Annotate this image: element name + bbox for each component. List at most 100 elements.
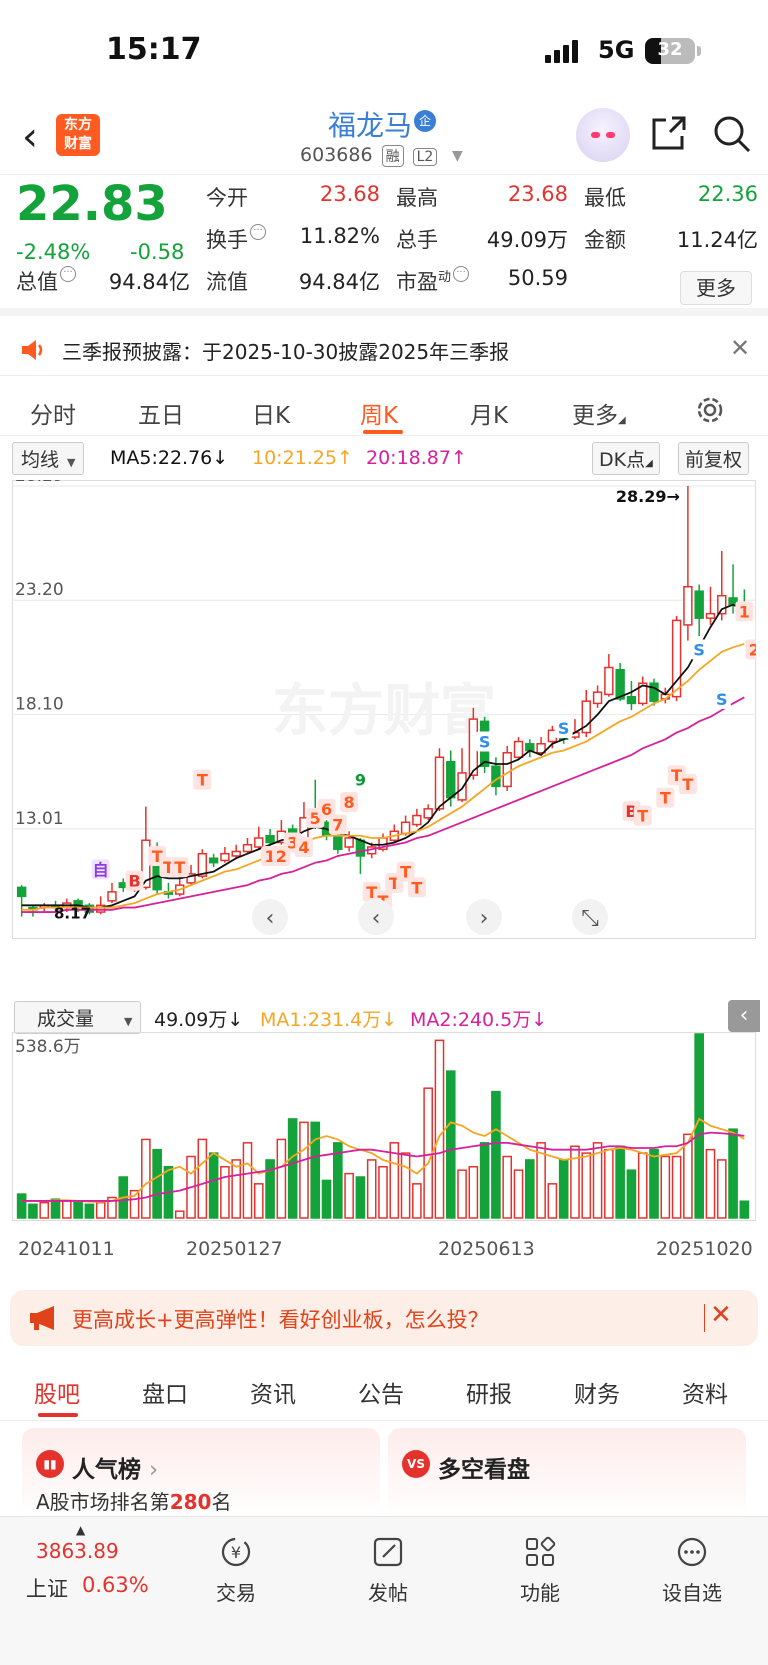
signal-marker-bg (656, 787, 675, 808)
index-value[interactable]: 3863.89 (36, 1539, 119, 1563)
signal-marker: 6 (317, 798, 336, 819)
x-axis-label: 20250613 (438, 1238, 535, 1260)
candle (525, 743, 535, 752)
signal-marker-label: 5 (310, 809, 321, 828)
chart-nav-button[interactable]: › (466, 899, 502, 935)
tab-financials[interactable]: 财务 (574, 1382, 620, 1408)
signal-marker-label: T (152, 847, 163, 866)
turnover-label[interactable]: 换手 ··· (206, 224, 266, 254)
tab-monthly-k[interactable]: 月K (470, 403, 509, 429)
tab-announcements[interactable]: 公告 (358, 1382, 404, 1408)
chart-nav-button[interactable]: ‹ (252, 899, 288, 935)
tab-five-day[interactable]: 五日 (138, 403, 184, 429)
volume-bar (28, 1203, 38, 1219)
edit-icon (373, 1537, 403, 1567)
tab-weekly-k[interactable]: 周K (360, 403, 399, 429)
bull-bear-title: 多空看盘 (438, 1457, 530, 1483)
caret-down-icon[interactable]: ▼ (452, 148, 463, 164)
tab-profile[interactable]: 资料 (682, 1382, 728, 1408)
adjust-button[interactable]: 前复权 (678, 442, 750, 475)
stock-code[interactable]: 603686 融 L2 (300, 144, 438, 167)
close-icon[interactable]: ✕ (710, 1300, 732, 1330)
tab-more[interactable]: 更多◢ (572, 396, 626, 430)
popularity-card[interactable]: ▮▮ 人气榜 › (22, 1428, 380, 1518)
tab-intraday[interactable]: 分时 (30, 403, 76, 429)
candle (423, 808, 433, 819)
candle (638, 682, 648, 705)
candle (84, 904, 95, 913)
volume-bar (705, 1148, 716, 1219)
tab-news[interactable]: 资讯 (250, 1382, 296, 1408)
signal-marker-bg (294, 836, 313, 857)
ma-selector-dropdown[interactable]: 均线 ▼ (12, 442, 85, 475)
indicator-selector-dropdown[interactable]: 成交量 ▼ (14, 1001, 142, 1034)
tab-order-book[interactable]: 盘口 (142, 1382, 188, 1408)
chart-nav-button-bg (572, 899, 608, 935)
info-icon[interactable]: ··· (250, 224, 266, 240)
logo-text-2: 财富 (64, 136, 92, 152)
dk-point-button[interactable]: DK点◢ (592, 442, 660, 475)
index-name[interactable]: 上证 (26, 1577, 68, 1601)
candlestick-chart[interactable]: 28.2923.2018.1013.01东方财富28.29→8.17自BTTTT… (12, 480, 756, 996)
candle (671, 619, 682, 698)
low-label: 最低 (584, 186, 626, 210)
bull-bear-card[interactable]: VS 多空看盘 (388, 1428, 746, 1518)
ai-assistant-robot-icon[interactable] (576, 108, 630, 162)
stock-name[interactable]: 福龙马 (328, 109, 413, 142)
signal-marker-label: T (163, 858, 174, 877)
nav-add-watchlist[interactable]: 设自选 (642, 1535, 742, 1606)
y-tick-label: 28.29 (15, 480, 64, 486)
more-button[interactable]: 更多 (680, 271, 752, 305)
volume-bar (728, 1128, 738, 1219)
nav-functions[interactable]: 功能 (490, 1535, 590, 1606)
info-icon[interactable]: ··· (60, 266, 76, 282)
signal-marker-bg (475, 731, 494, 752)
index-percent[interactable]: 0.63% (82, 1573, 149, 1597)
candle (604, 666, 614, 696)
volume-toolbar: 成交量 ▼ 49.09万↓ MA1:231.4万↓ MA2:240.5万↓ (0, 1000, 768, 1034)
candle (626, 695, 637, 705)
share-icon[interactable] (650, 114, 688, 152)
market-cap-label[interactable]: 总值 ··· (16, 266, 76, 296)
bar-chart-icon: ▮▮ (36, 1450, 64, 1478)
signal-marker-label: T (411, 878, 422, 897)
volume-bar (16, 1193, 27, 1219)
search-icon[interactable] (712, 114, 752, 154)
volume-bar (141, 1138, 151, 1219)
tab-research[interactable]: 研报 (466, 1382, 512, 1408)
signal-marker-bg (170, 857, 189, 878)
network-type: 5G (598, 36, 635, 64)
volume-bar (660, 1155, 671, 1219)
nav-post[interactable]: 发帖 (338, 1535, 438, 1606)
up-arrow-icon: ▲ (76, 1523, 86, 1537)
promo-banner[interactable]: 更高成长+更高弹性！看好创业板，怎么投？ ✕ (10, 1290, 758, 1346)
collapse-chevron-icon[interactable]: ‹ (728, 1000, 760, 1032)
volume-legend: 49.09万↓ (154, 1009, 244, 1031)
volume-bar (445, 1070, 456, 1219)
tab-forum[interactable]: 股吧 (34, 1382, 80, 1408)
pe-label[interactable]: 市盈动 ··· (396, 266, 470, 296)
tab-daily-k[interactable]: 日K (252, 403, 291, 429)
chevron-right-icon: › (149, 1457, 159, 1483)
back-chevron-icon[interactable]: ‹ (22, 114, 38, 160)
volume-chart[interactable]: 538.6万 (12, 1032, 756, 1232)
signal-marker: B (125, 870, 144, 891)
volume-bar (174, 1210, 185, 1219)
candle (705, 612, 716, 619)
candle (412, 814, 422, 826)
info-icon[interactable]: ··· (453, 266, 470, 282)
candle (208, 857, 219, 864)
watermark: 东方财富 (272, 679, 496, 744)
bottom-nav: ▲ 3863.89 上证 0.63% ¥ 交易 发帖 功能 设自选 (0, 1516, 768, 1665)
chart-frame (12, 480, 756, 939)
volume-bar (683, 1133, 693, 1219)
signal-icon (545, 40, 581, 63)
gear-icon[interactable] (694, 394, 726, 426)
notice-bar[interactable]: 三季报预披露：于2025-10-30披露2025年三季报 ✕ (0, 324, 768, 376)
market-cap-value: 94.84亿 (108, 270, 190, 294)
close-icon[interactable]: ✕ (730, 334, 751, 362)
nav-trade[interactable]: ¥ 交易 (186, 1535, 286, 1606)
candle (344, 837, 354, 848)
chart-nav-button[interactable]: ‹ (358, 899, 394, 935)
chart-nav-button[interactable]: ⤡ (572, 899, 608, 935)
